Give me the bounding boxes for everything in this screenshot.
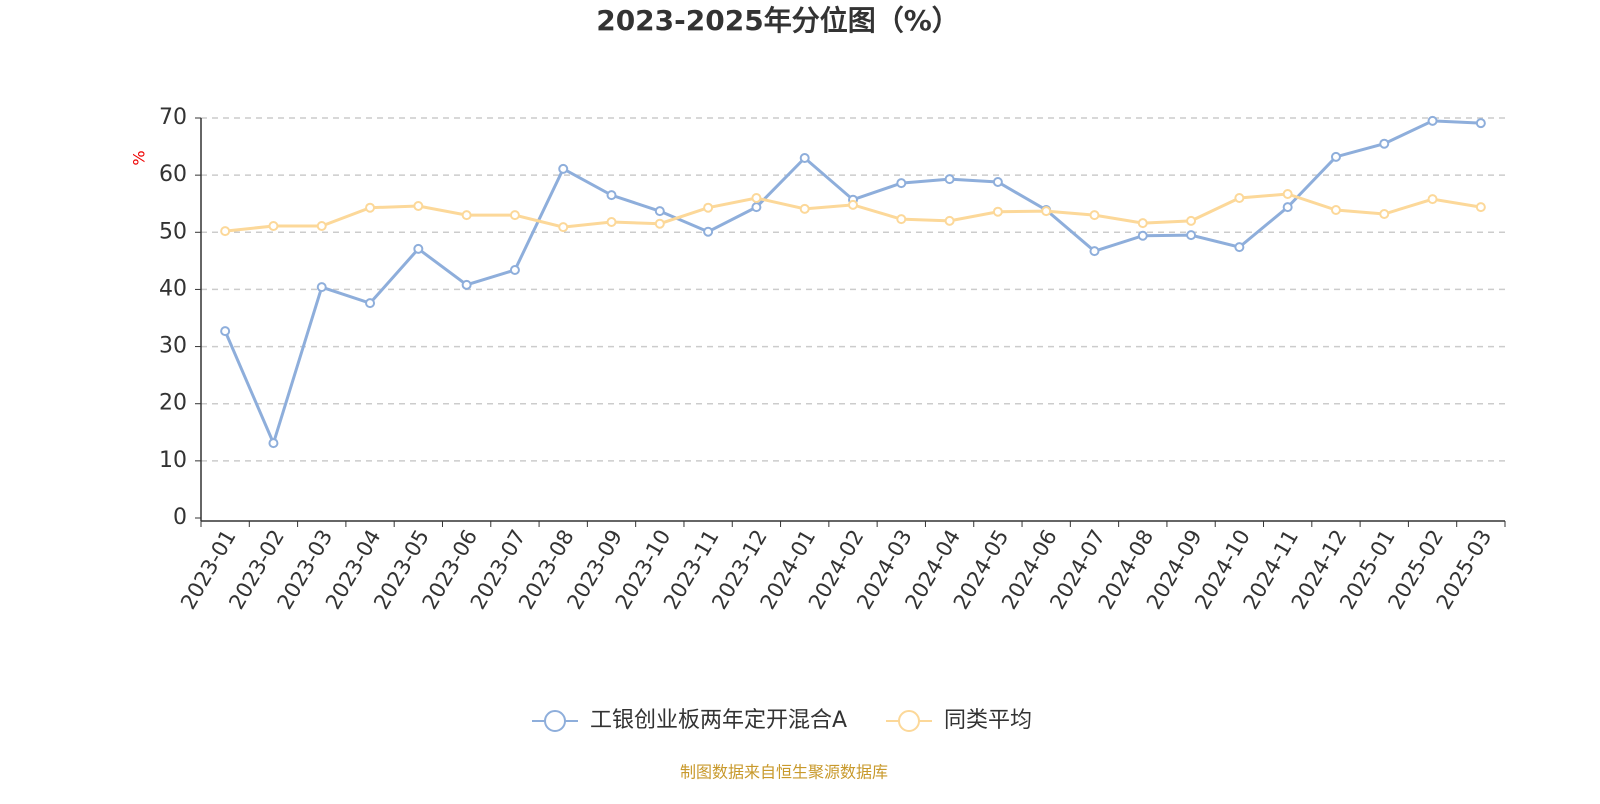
y-tick-label: 10 [159, 448, 187, 473]
data-point [413, 201, 424, 211]
data-point [1282, 202, 1293, 213]
y-tick-label: 50 [159, 219, 187, 244]
data-point [461, 210, 472, 221]
y-tick-label: 60 [159, 162, 187, 187]
data-point [413, 243, 424, 254]
data-point [992, 206, 1003, 217]
data-point [944, 174, 955, 185]
data-point [1089, 246, 1100, 257]
data-point [461, 279, 472, 290]
data-point [316, 221, 327, 231]
data-point [558, 222, 569, 233]
data-point [703, 226, 714, 237]
data-point [509, 210, 520, 221]
data-point [1427, 115, 1438, 126]
data-point [992, 177, 1003, 187]
data-point [654, 206, 665, 217]
data-point [1282, 189, 1293, 199]
legend-label: 工银创业板两年定开混合A [590, 708, 847, 733]
data-point [220, 326, 231, 337]
y-tick-label: 70 [159, 105, 187, 130]
data-point [1186, 230, 1197, 241]
data-point [1234, 193, 1245, 203]
data-point [365, 298, 376, 309]
data-point [799, 153, 810, 163]
data-point [316, 282, 327, 293]
data-point [606, 190, 617, 201]
legend-label: 同类平均 [944, 708, 1032, 733]
data-point [1330, 151, 1341, 162]
data-point [509, 265, 520, 275]
data-point [848, 199, 858, 210]
data-point [703, 202, 714, 213]
series-line [223, 119, 1481, 448]
data-point [1475, 202, 1486, 213]
data-point [1379, 209, 1390, 219]
data-point [268, 221, 279, 231]
data-point [751, 202, 762, 213]
data-point [558, 163, 569, 174]
data-point [365, 202, 376, 213]
data-point [1379, 138, 1390, 149]
source-note: 制图数据来自恒生聚源数据库 [680, 763, 888, 782]
data-point [654, 218, 665, 229]
data-point [1427, 194, 1438, 205]
data-point [1137, 230, 1148, 241]
data-point [896, 214, 907, 225]
data-point [944, 215, 955, 226]
data-point [799, 203, 810, 214]
chart-title: 2023-2025年分位图（%） [596, 4, 960, 37]
data-point [1089, 210, 1100, 221]
legend-marker [898, 710, 920, 732]
data-point [268, 438, 279, 449]
data-point [1475, 118, 1486, 129]
y-tick-label: 40 [159, 276, 187, 301]
data-point [1330, 205, 1341, 215]
data-point [1041, 206, 1052, 217]
data-point [1137, 218, 1148, 229]
data-point [220, 226, 231, 237]
data-point [1234, 242, 1245, 253]
legend-marker [544, 710, 566, 732]
y-tick-label: 30 [159, 334, 187, 359]
y-axis-label: % [130, 150, 149, 165]
data-point [751, 193, 762, 203]
data-point [606, 217, 617, 227]
y-tick-label: 20 [159, 391, 187, 416]
data-point [1186, 215, 1197, 226]
data-point [896, 178, 907, 189]
y-tick-label: 0 [173, 505, 187, 530]
